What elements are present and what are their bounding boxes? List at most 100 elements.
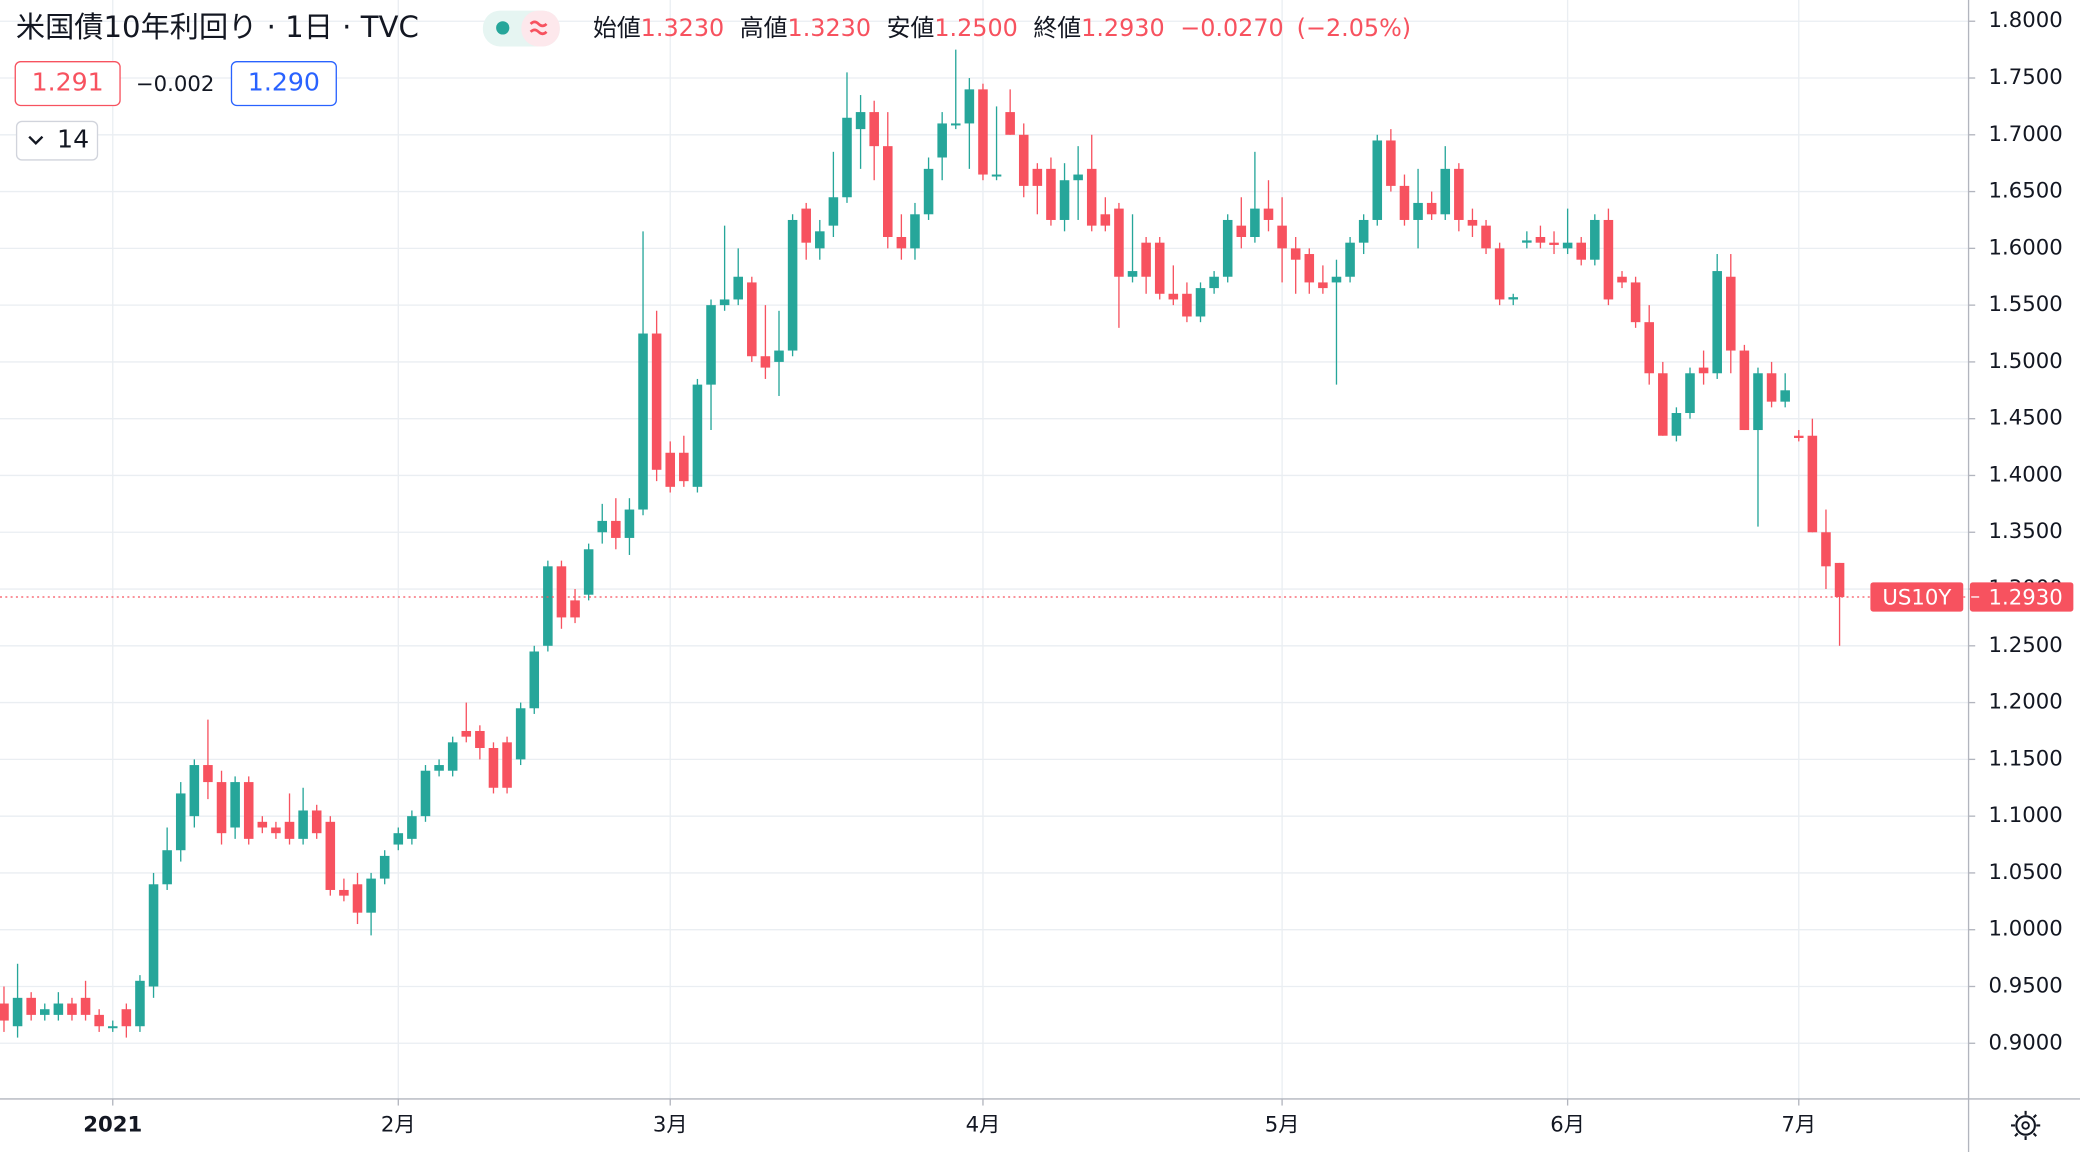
bid-price: 1.291 (32, 68, 104, 97)
candle-body (733, 276, 743, 300)
candle-body (243, 782, 254, 839)
candle-body (1454, 168, 1464, 220)
buy-box[interactable] (230, 61, 337, 107)
candle-body (203, 765, 213, 783)
candle-body (1766, 373, 1777, 402)
candle-body (719, 299, 730, 306)
candle-body (583, 549, 594, 595)
candle-body (1590, 219, 1600, 260)
candle-body (0, 1003, 9, 1021)
legend-change-pct: (−2.05%) (1297, 14, 1411, 42)
candle-body (339, 889, 349, 896)
status-pill-right (521, 10, 560, 47)
candle-body (420, 770, 431, 817)
y-tick-label: 1.1000 (1988, 803, 2062, 828)
candle-body (624, 509, 635, 538)
price-label: 1.2930 (1988, 585, 2062, 610)
candle-body (760, 356, 771, 368)
candle-body (1141, 242, 1151, 277)
candle-body (611, 520, 621, 538)
ohlc-legend: 始値1.3230 高値1.3230 安値1.2500 終値1.2930 −0.0… (593, 14, 1411, 42)
y-tick-label: 1.0000 (1988, 917, 2062, 942)
y-tick-label: 1.0500 (1988, 860, 2062, 885)
candle-body (1018, 134, 1029, 186)
candle-body (271, 827, 281, 834)
candle-body (1399, 185, 1410, 220)
price-label-box (1969, 582, 2074, 612)
indicator-toggle[interactable] (15, 120, 99, 161)
legend-label: 始値 (593, 14, 641, 42)
ask-price: 1.290 (248, 68, 320, 97)
legend-label: 安値 (887, 14, 935, 42)
y-tick-label: 1.1500 (1988, 746, 2062, 771)
y-tick-label: 1.7000 (1988, 122, 2062, 147)
legend-value: 1.2930 (1081, 14, 1165, 42)
y-tick-label: 1.5500 (1988, 292, 2062, 317)
candle-body (1073, 174, 1083, 181)
candle-body (1481, 225, 1491, 249)
market-status-dot (496, 21, 510, 35)
candles (0, 49, 1845, 1038)
x-tick-label: 2021 (83, 1112, 142, 1137)
candle-body (706, 305, 716, 385)
candle-body (774, 350, 784, 362)
candle-body (1712, 271, 1722, 374)
candle-body (842, 117, 852, 198)
candle-body (910, 214, 920, 249)
candle-body (1086, 168, 1097, 226)
candle-body (1753, 373, 1763, 431)
candle-body (257, 821, 268, 828)
candle-body (1263, 208, 1274, 220)
candle-body (950, 123, 961, 126)
candle-body (461, 730, 472, 737)
candle-body (923, 168, 934, 215)
candle-body (1046, 168, 1056, 220)
candle-body (1821, 532, 1831, 567)
candle-body (570, 600, 580, 618)
legend-value: 1.2500 (934, 14, 1018, 42)
candle-body (896, 236, 907, 249)
candle-body (1331, 276, 1342, 283)
candle-body (434, 765, 444, 771)
candle-body (1522, 240, 1532, 243)
candle-body (1603, 219, 1614, 300)
candle-body (1413, 202, 1423, 220)
candle-body (94, 1014, 104, 1027)
candle-body (1290, 248, 1301, 260)
candle-body (1059, 180, 1070, 220)
candle-body (747, 282, 757, 357)
candle-body (393, 833, 404, 845)
candle-body (1005, 112, 1015, 135)
axes: 0.9000 0.9500 1.0000 1.0500 1.1000 1.1500 1.20… (0, 8, 2074, 1137)
gear-teeth (2011, 1110, 2041, 1141)
candle-body (1426, 202, 1437, 215)
candle-body (135, 980, 145, 1027)
candle-body (1834, 562, 1845, 597)
candle-body (1576, 242, 1586, 260)
candle-body (1658, 373, 1668, 436)
y-tick-label: 1.6500 (1988, 179, 2062, 204)
candle-body (1222, 219, 1233, 277)
x-tick-label: 6月 (1550, 1112, 1585, 1137)
legend-value: 1.3230 (788, 14, 872, 42)
indicator-count: 14 (57, 125, 89, 154)
candle-body (488, 748, 499, 788)
gear-ring (2015, 1115, 2036, 1136)
candle-body (556, 566, 567, 618)
y-tick-label: 1.6000 (1988, 235, 2062, 260)
x-tick-label: 7月 (1781, 1112, 1816, 1137)
candle-body (883, 146, 893, 237)
candle-body (1508, 297, 1519, 300)
candle-body (828, 197, 839, 226)
candle-body (651, 333, 662, 470)
candle-body (1209, 276, 1219, 289)
settings-icon[interactable] (2011, 1110, 2041, 1141)
candle-body (1168, 293, 1179, 300)
candle-body (107, 1026, 118, 1029)
candle-body (216, 782, 227, 834)
candle-body (1617, 276, 1627, 283)
candle-body (1467, 219, 1478, 226)
sell-box[interactable] (14, 61, 121, 107)
